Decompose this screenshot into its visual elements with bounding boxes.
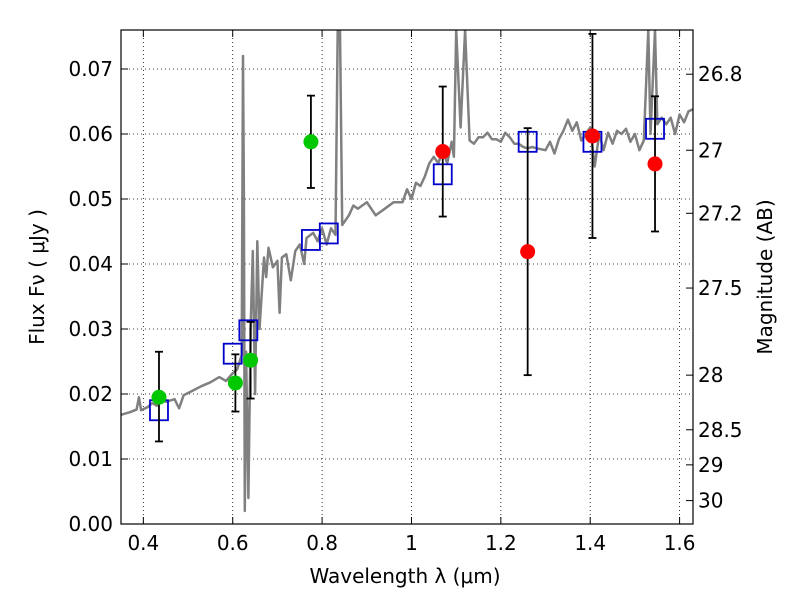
- y-tick-label: 0.07: [68, 57, 113, 81]
- data-point: [151, 389, 167, 405]
- x-tick-label: 0.4: [127, 531, 159, 555]
- model-spectrum-line: [121, 30, 693, 513]
- x-tick-label: 1: [405, 531, 418, 555]
- y2-tick-label: 29: [698, 453, 723, 477]
- y2-tick-label: 30: [698, 489, 723, 513]
- data-point: [303, 134, 319, 150]
- x-axis-label: Wavelength λ (μm): [309, 564, 500, 588]
- y2-tick-label: 27: [698, 138, 723, 162]
- y-tick-label: 0.01: [68, 447, 113, 471]
- x-tick-label: 1.6: [664, 531, 696, 555]
- y-axis-label: Flux Fν ( μJy ): [25, 209, 49, 345]
- y-tick-label: 0.04: [68, 252, 113, 276]
- y-tick-label: 0.05: [68, 187, 113, 211]
- data-point: [435, 144, 451, 160]
- x-tick-label: 0.8: [306, 531, 338, 555]
- y2-tick-label: 28: [698, 363, 723, 387]
- y2-axis-label: Magnitude (AB): [753, 199, 777, 354]
- y2-tick-label: 27.5: [698, 276, 743, 300]
- x-tick-label: 1.4: [574, 531, 606, 555]
- plot-area: [121, 30, 693, 524]
- y-tick-label: 0.00: [68, 512, 113, 536]
- y2-tick-label: 27.2: [698, 201, 743, 225]
- x-tick-label: 0.6: [217, 531, 249, 555]
- y2-tick-label: 26.8: [698, 62, 743, 86]
- y-tick-label: 0.02: [68, 382, 113, 406]
- model-box-point: [222, 342, 243, 365]
- model-box-point: [318, 222, 339, 245]
- data-point: [584, 128, 600, 144]
- data-point: [647, 156, 663, 172]
- plot-frame: [120, 29, 694, 525]
- x-tick-label: 1.2: [485, 531, 517, 555]
- y2-tick-label: 28.5: [698, 418, 743, 442]
- y-tick-label: 0.06: [68, 122, 113, 146]
- errorbar-layer: [151, 33, 663, 443]
- data-point: [520, 244, 536, 260]
- y-tick-label: 0.03: [68, 317, 113, 341]
- data-point: [227, 375, 243, 391]
- ticks: 0.4 0.6 0.8 1 1.2 1.4 1.6 0.00 0.01 0.02 0.03 0.04 0…: [68, 30, 743, 555]
- model-box-point: [238, 319, 259, 342]
- data-point: [243, 352, 259, 368]
